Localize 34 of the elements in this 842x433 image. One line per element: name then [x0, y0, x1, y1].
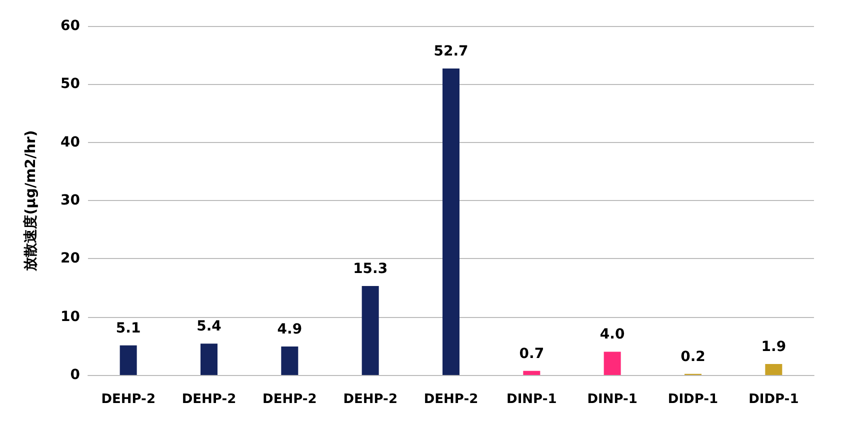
y-tick-label: 40 — [60, 134, 80, 150]
y-axis-title: 放散速度(μg/m2/hr) — [22, 130, 39, 272]
y-tick-label: 20 — [60, 250, 80, 267]
data-label: 4.9 — [277, 322, 302, 338]
x-tick-label: DINP-1 — [506, 392, 557, 407]
data-label: 5.1 — [116, 320, 141, 336]
bar — [281, 346, 298, 375]
x-tick-label: DIDP-1 — [748, 392, 799, 407]
y-tick-label: 50 — [60, 76, 80, 92]
bar — [604, 352, 621, 375]
bar — [200, 344, 218, 375]
data-label: 1.9 — [761, 338, 786, 355]
y-tick-label: 0 — [70, 367, 80, 383]
y-tick-label: 30 — [60, 192, 80, 208]
y-tick-label: 60 — [60, 18, 80, 34]
x-tick-label: DEHP-2 — [262, 392, 317, 407]
bar — [362, 286, 379, 375]
data-label: 0.7 — [519, 346, 544, 362]
data-label: 5.4 — [196, 318, 222, 335]
data-label: 4.0 — [600, 326, 625, 343]
bar — [120, 345, 137, 375]
bar — [765, 364, 782, 375]
x-tick-label: DEHP-2 — [101, 392, 156, 407]
data-label: 0.2 — [680, 348, 706, 365]
x-tick-label: DIDP-1 — [668, 392, 718, 407]
data-label: 15.3 — [353, 261, 388, 278]
x-tick-label: DEHP-2 — [343, 392, 398, 407]
x-tick-label: DEHP-2 — [182, 392, 236, 407]
y-tick-label: 10 — [60, 308, 80, 325]
bar — [442, 68, 460, 375]
x-tick-label: DINP-1 — [587, 392, 638, 407]
x-tick-label: DEHP-2 — [424, 392, 478, 407]
bar — [523, 370, 540, 375]
data-label: 52.7 — [434, 43, 468, 60]
